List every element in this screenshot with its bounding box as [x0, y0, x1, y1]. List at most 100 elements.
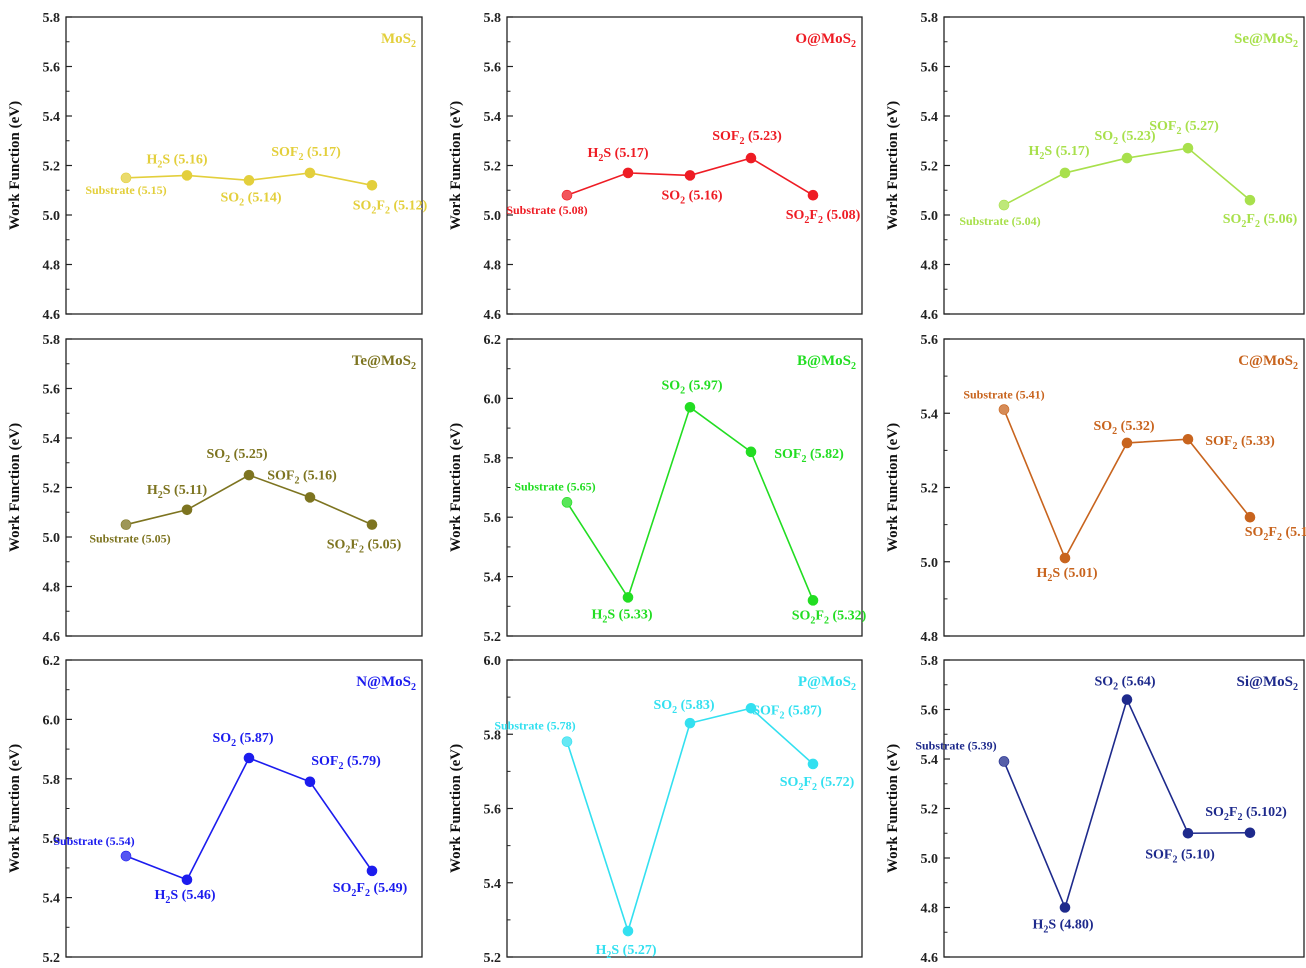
data-label: SO2F2 (5.05)	[327, 538, 402, 556]
data-label: H2S (5.17)	[587, 146, 648, 164]
data-point-h2s	[1059, 167, 1071, 179]
y-tick-label: 6.0	[484, 654, 502, 669]
chart-panel: 4.6 4.8 5.0 5.2 5.4 5.6 5.8 Work Function (eV) M…	[7, 11, 428, 323]
y-tick-label: 5.2	[43, 482, 61, 497]
y-tick-label: 5.6	[921, 61, 939, 76]
data-label: Substrate (5.78)	[494, 719, 575, 733]
y-axis-label: Work Function (eV)	[448, 423, 464, 552]
panel-title: P@MoS2	[798, 674, 856, 693]
data-point-substrate	[998, 404, 1010, 415]
data-point-sof2	[304, 492, 316, 503]
y-tick-label: 4.8	[921, 259, 939, 274]
data-point-so2	[1121, 694, 1133, 705]
y-tick-label: 4.8	[43, 581, 61, 596]
y-tick-label: 5.8	[484, 11, 502, 26]
data-label: SO2 (5.97)	[661, 378, 722, 396]
y-tick-label: 5.8	[43, 333, 61, 348]
y-axis-label: Work Function (eV)	[7, 744, 23, 873]
data-point-sof2	[745, 702, 757, 714]
plot-frame	[943, 338, 1305, 637]
data-point-h2s	[622, 167, 634, 179]
data-label: SO2 (5.83)	[653, 698, 714, 716]
y-tick-label: 5.8	[484, 728, 502, 743]
series-line	[566, 707, 814, 934]
panel-title: MoS2	[381, 31, 416, 50]
data-point-h2s	[181, 170, 193, 181]
y-tick-label: 5.2	[43, 951, 61, 963]
y-tick-label: 4.6	[921, 308, 939, 323]
data-point-substrate	[561, 736, 573, 747]
data-label: H2S (5.11)	[147, 483, 208, 501]
data-label: SO2F2 (5.49)	[333, 881, 408, 899]
chart-panel: 4.6 4.8 5.0 5.2 5.4 5.6 5.8 Work Function (eV) O…	[448, 11, 863, 323]
y-tick-label: 5.2	[921, 803, 939, 818]
y-tick-label: 5.2	[921, 482, 939, 497]
chart-panel: 5.2 5.4 5.6 5.8 6.0 6.2 Work Function (eV) N@Mo…	[7, 654, 423, 966]
y-tick-label: 5.4	[43, 892, 61, 907]
data-point-so2f2	[1244, 827, 1256, 839]
plot-frame	[65, 659, 423, 958]
y-tick-label: 5.6	[484, 803, 502, 818]
data-label: H2S (4.80)	[1032, 918, 1093, 936]
data-label: Substrate (5.39)	[915, 738, 996, 752]
y-axis-label: Work Function (eV)	[885, 101, 901, 230]
y-tick-label: 5.2	[43, 160, 61, 175]
data-label: SOF2 (5.17)	[271, 145, 341, 163]
y-tick-label: 5.8	[43, 773, 61, 788]
y-tick-label: 6.2	[43, 654, 61, 669]
series-line	[1003, 697, 1251, 910]
data-label: H2S (5.33)	[591, 607, 652, 625]
data-label: SO2 (5.16)	[661, 188, 722, 206]
data-label: Substrate (5.41)	[963, 388, 1044, 402]
data-label: Substrate (5.54)	[53, 834, 134, 848]
y-tick-label: 5.8	[43, 11, 61, 26]
data-point-so2f2	[366, 865, 378, 877]
data-point-sof2	[745, 446, 757, 458]
data-point-sof2	[1182, 827, 1194, 839]
data-point-h2s	[1059, 552, 1071, 564]
data-label: SO2F2 (5.102)	[1205, 805, 1287, 823]
panel-title: Te@MoS2	[352, 353, 416, 372]
data-point-sof2	[304, 776, 316, 788]
data-label: SOF2 (5.16)	[267, 468, 337, 486]
data-label: H2S (5.27)	[595, 943, 656, 961]
data-label: SO2F2 (5.72)	[780, 775, 855, 793]
y-tick-label: 5.8	[921, 11, 939, 26]
data-point-h2s	[622, 592, 634, 603]
y-tick-label: 4.8	[43, 259, 61, 274]
y-tick-label: 5.6	[484, 61, 502, 76]
y-tick-label: 5.6	[43, 832, 61, 847]
data-point-h2s	[1059, 902, 1071, 913]
y-tick-label: 5.0	[43, 531, 61, 546]
data-label: SOF2 (5.27)	[1149, 119, 1219, 137]
data-point-so2	[684, 402, 696, 413]
panel-title: O@MoS2	[795, 31, 856, 50]
data-label: SO2 (5.87)	[212, 731, 273, 749]
chart-panel: 4.6 4.8 5.0 5.2 5.4 5.6 5.8 Work Function (eV) S…	[885, 654, 1305, 966]
data-label: Substrate (5.08)	[506, 203, 587, 217]
data-label: SO2 (5.64)	[1094, 675, 1155, 693]
data-label: SOF2 (5.33)	[1205, 434, 1275, 452]
y-tick-label: 5.6	[43, 61, 61, 76]
y-tick-label: 4.6	[484, 308, 502, 323]
data-label: SOF2 (5.87)	[752, 703, 822, 721]
data-label: SOF2 (5.10)	[1145, 847, 1215, 865]
y-tick-label: 5.6	[43, 383, 61, 398]
data-label: H2S (5.01)	[1036, 566, 1097, 584]
y-tick-label: 5.0	[921, 556, 939, 571]
chart-panel: 4.6 4.8 5.0 5.2 5.4 5.6 5.8 Work Function (eV) T…	[7, 333, 423, 645]
data-label: Substrate (5.15)	[85, 183, 166, 197]
y-tick-label: 5.4	[921, 110, 939, 125]
y-tick-label: 5.4	[43, 110, 61, 125]
data-point-sof2	[304, 167, 316, 179]
y-tick-label: 6.0	[484, 392, 502, 407]
y-tick-label: 5.0	[43, 209, 61, 224]
y-tick-label: 5.4	[921, 407, 939, 422]
data-point-substrate	[561, 189, 573, 201]
data-point-so2	[684, 717, 696, 729]
plot-frame	[506, 16, 863, 315]
data-label: SO2 (5.25)	[206, 447, 267, 465]
y-axis-label: Work Function (eV)	[885, 423, 901, 552]
data-label: SO2 (5.23)	[1094, 129, 1155, 147]
